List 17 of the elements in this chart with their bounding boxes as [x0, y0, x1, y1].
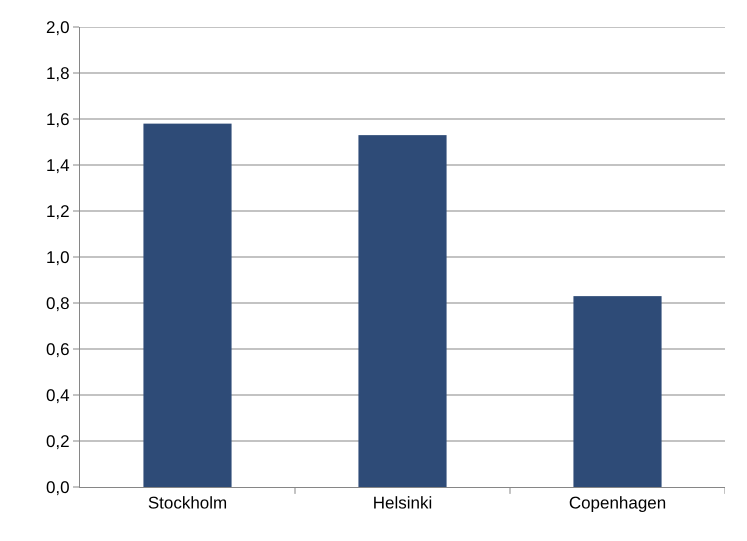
- y-tick-label: 0,6: [46, 340, 70, 359]
- bar: [573, 296, 662, 487]
- y-tick-label: 1,0: [46, 248, 70, 267]
- y-tick-label: 1,6: [46, 110, 70, 129]
- y-tick-label: 1,8: [46, 64, 70, 83]
- y-tick-label: 1,2: [46, 202, 70, 221]
- y-tick-label: 0,0: [46, 478, 70, 497]
- y-tick-label: 0,2: [46, 432, 70, 451]
- y-tick-label: 2,0: [46, 18, 70, 37]
- x-tick-label: Helsinki: [372, 493, 432, 512]
- y-tick-label: 0,8: [46, 294, 70, 313]
- bar: [358, 135, 447, 487]
- y-tick-label: 0,4: [46, 386, 70, 405]
- y-tick-label: 1,4: [46, 156, 70, 175]
- x-tick-label: Copenhagen: [568, 493, 666, 512]
- x-tick-label: Stockholm: [148, 493, 228, 512]
- bar: [143, 124, 232, 487]
